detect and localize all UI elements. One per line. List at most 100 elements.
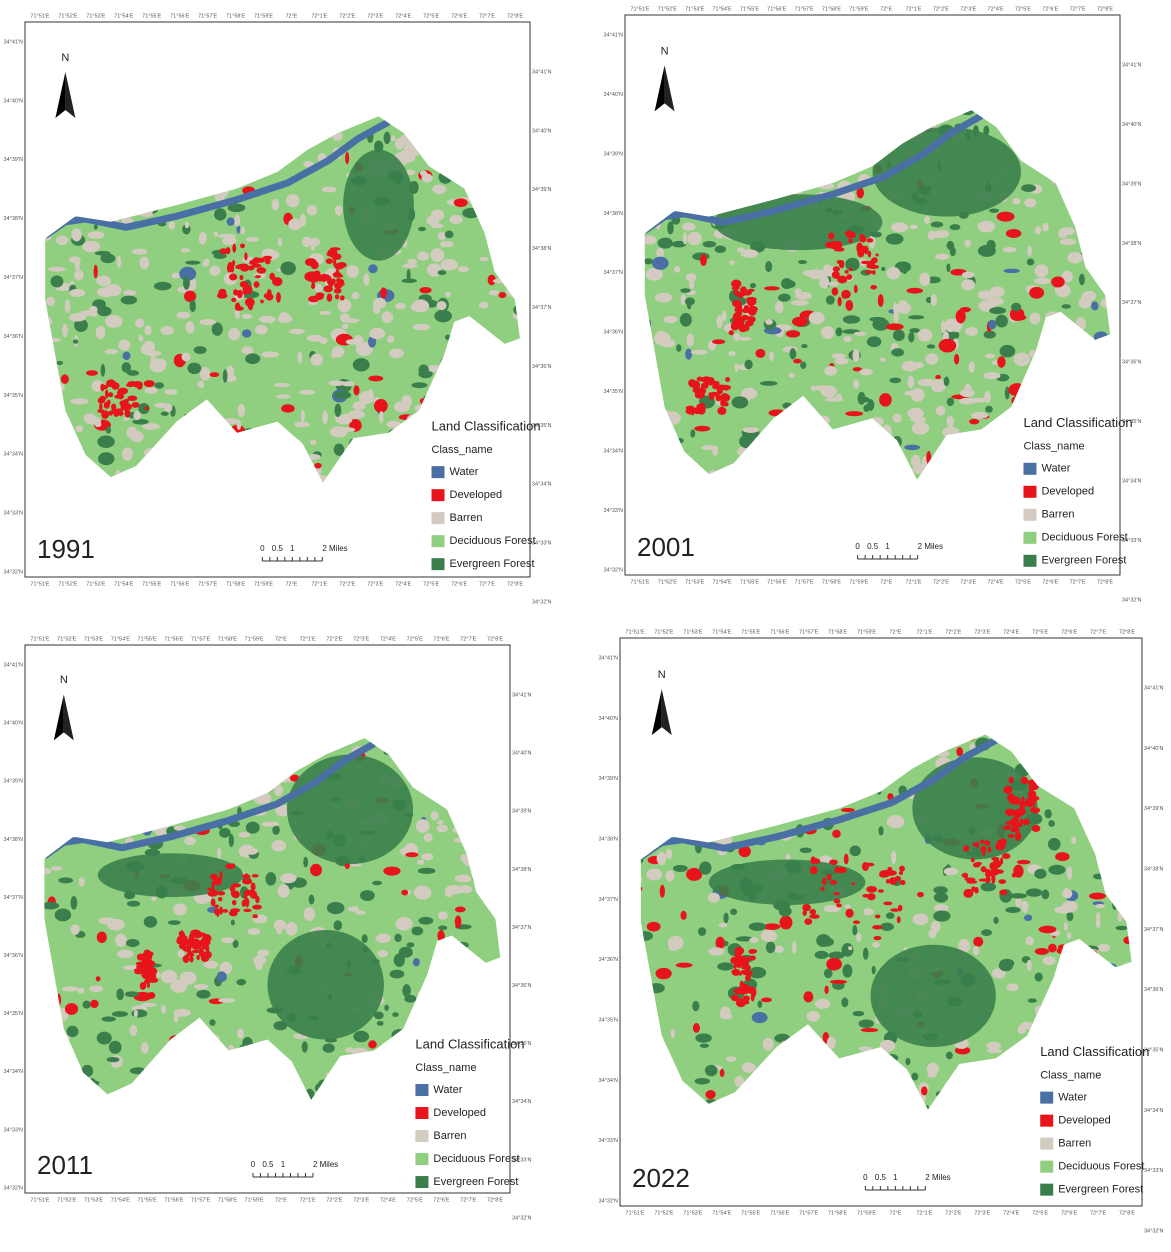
land-patch [1067, 252, 1083, 264]
land-patch [498, 291, 507, 299]
land-patch [274, 784, 284, 797]
developed-patch [236, 289, 243, 299]
developed-patch [979, 839, 985, 844]
evergreen-area [267, 929, 384, 1040]
land-patch [793, 358, 802, 364]
lat-tick-label: 34°34'N [4, 452, 23, 458]
land-patch [412, 299, 430, 313]
land-patch [98, 917, 116, 925]
land-patch [785, 853, 791, 862]
developed-patch [254, 275, 262, 279]
land-patch [44, 901, 60, 910]
land-patch [659, 884, 665, 898]
lon-tick-label: 72°4'E [988, 6, 1004, 12]
land-patch [89, 985, 104, 992]
lon-tick-label: 71°55'E [142, 581, 161, 587]
lon-tick-label: 71°57'E [799, 1210, 818, 1216]
land-patch [211, 322, 223, 336]
land-patch [276, 394, 291, 399]
legend-swatch [415, 1084, 429, 1097]
developed-patch [716, 387, 724, 395]
developed-patch [222, 909, 229, 913]
developed-patch [740, 969, 751, 975]
land-patch [48, 266, 66, 272]
developed-patch [141, 952, 148, 962]
land-patch [981, 929, 993, 937]
lon-tick-label: 72°7'E [1090, 1210, 1106, 1216]
land-patch [383, 131, 391, 145]
lon-tick-label: 72°E [275, 636, 287, 642]
land-patch [126, 426, 138, 439]
land-patch [738, 336, 752, 341]
lon-tick-label: 71°59'E [245, 636, 264, 642]
developed-patch [717, 406, 727, 415]
developed-patch [308, 295, 320, 303]
developed-patch [1014, 832, 1022, 841]
land-patch [368, 264, 378, 274]
developed-patch [244, 873, 249, 879]
lat-tick-label: 34°36'N [4, 334, 23, 340]
land-patch [1026, 959, 1032, 972]
land-patch [314, 462, 322, 469]
lon-tick-label: 72°5'E [1015, 579, 1031, 585]
land-patch [1066, 932, 1072, 939]
land-patch [748, 922, 766, 931]
lat-tick-label: 34°39'N [599, 776, 618, 782]
land-patch [996, 211, 1015, 222]
lat-tick-label: 34°37'N [4, 895, 23, 901]
land-patch [95, 976, 101, 982]
land-patch [419, 170, 428, 177]
developed-patch [896, 916, 901, 924]
land-patch [288, 218, 302, 231]
land-patch [69, 256, 81, 263]
land-patch [117, 949, 134, 959]
land-patch [656, 247, 665, 259]
land-patch [74, 269, 84, 281]
land-patch [487, 274, 496, 286]
lat-tick-label: 34°37'N [1122, 300, 1141, 306]
land-patch [1011, 302, 1022, 312]
land-patch [877, 294, 884, 307]
land-patch [203, 960, 219, 969]
land-patch [234, 309, 240, 320]
land-patch [322, 1043, 335, 1053]
land-patch [665, 870, 675, 882]
lon-tick-label: 71°53'E [683, 1210, 702, 1216]
developed-patch [887, 866, 893, 871]
developed-patch [874, 914, 881, 919]
legend-label: Barren [433, 1130, 466, 1142]
land-patch [199, 319, 217, 326]
land-patch [72, 339, 79, 344]
land-patch [1038, 925, 1057, 934]
land-patch [273, 919, 287, 931]
land-patch [972, 945, 980, 956]
land-patch [655, 967, 672, 980]
developed-patch [802, 909, 807, 916]
developed-patch [852, 920, 861, 924]
land-patch [273, 1021, 288, 1031]
land-patch [820, 385, 838, 398]
map-panel: 71°51'E 71°51'E 71°52'E 71°52'E 71°53'E 71°53… [4, 13, 552, 605]
land-patch [907, 375, 915, 389]
land-patch [656, 851, 667, 866]
developed-patch [868, 264, 880, 269]
land-patch [337, 298, 352, 313]
developed-patch [182, 955, 190, 964]
land-patch [170, 979, 188, 993]
lon-tick-label: 71°59'E [849, 579, 868, 585]
lat-tick-label: 34°38'N [599, 836, 618, 842]
land-patch [1095, 917, 1101, 929]
land-patch [901, 265, 908, 274]
land-patch [856, 187, 864, 199]
land-patch [738, 845, 751, 858]
land-patch [779, 915, 793, 930]
land-patch [657, 237, 673, 249]
developed-patch [985, 870, 992, 878]
land-patch [347, 906, 360, 912]
evergreen-area [286, 754, 414, 865]
land-patch [100, 253, 116, 264]
evergreen-area [97, 853, 244, 898]
developed-patch [100, 383, 105, 392]
land-patch [275, 804, 291, 817]
land-patch [792, 941, 797, 954]
